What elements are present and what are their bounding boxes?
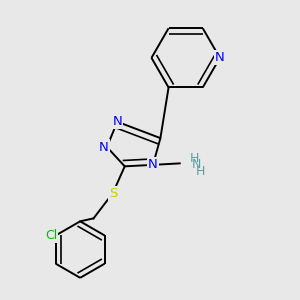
Text: N: N bbox=[148, 158, 158, 171]
Text: N: N bbox=[99, 140, 109, 154]
Text: H: H bbox=[190, 152, 199, 164]
Text: Cl: Cl bbox=[45, 229, 57, 242]
Text: H: H bbox=[196, 165, 205, 178]
Text: N: N bbox=[112, 115, 122, 128]
Text: N: N bbox=[215, 51, 225, 64]
Text: N: N bbox=[191, 158, 201, 171]
Text: S: S bbox=[109, 187, 117, 200]
